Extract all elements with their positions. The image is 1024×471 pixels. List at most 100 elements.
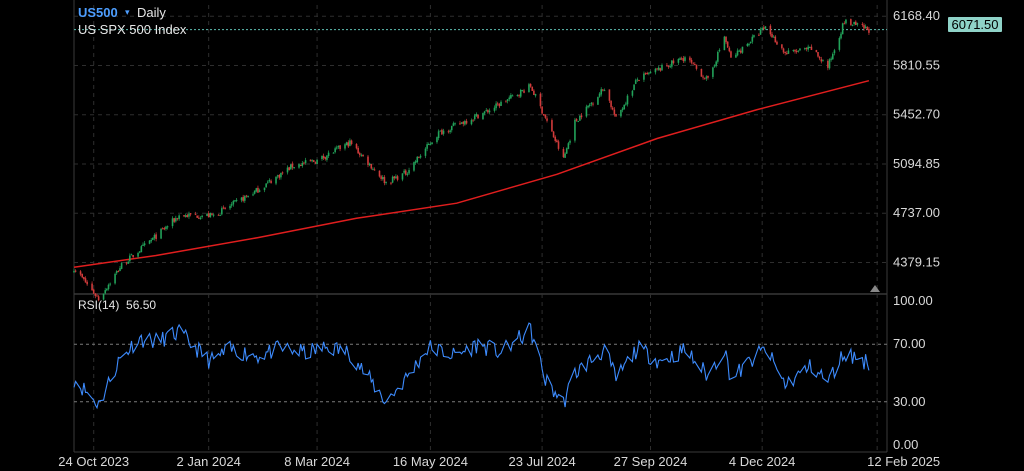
candle-body	[511, 95, 514, 97]
candle-body	[298, 164, 300, 168]
candle-body	[460, 122, 463, 124]
price-tick-label: 5810.55	[893, 57, 940, 72]
candle-body	[255, 188, 258, 192]
candle-body	[390, 182, 392, 184]
candle-body	[551, 120, 553, 132]
candle-body	[140, 246, 143, 253]
candle-body	[206, 213, 208, 216]
candle-body	[372, 168, 374, 170]
price-tick-label: 5452.70	[893, 107, 940, 122]
candle-body	[671, 60, 673, 67]
candle-body	[166, 226, 169, 228]
candle-body	[449, 130, 451, 132]
candle-body	[730, 51, 732, 58]
candle-body	[263, 187, 266, 191]
candle-body	[152, 237, 154, 240]
candle-body	[316, 159, 318, 165]
candle-body	[690, 59, 693, 63]
candle-body	[828, 59, 831, 69]
candle-body	[408, 170, 410, 174]
candle-body	[188, 213, 190, 217]
candle-body	[247, 195, 249, 197]
candle-body	[383, 176, 386, 184]
candle-body	[229, 206, 231, 209]
timeframe-label[interactable]: Daily	[137, 5, 166, 20]
candle-body	[165, 226, 167, 229]
candle-body	[843, 23, 846, 25]
candle-body	[189, 213, 192, 215]
candle-body	[427, 144, 430, 146]
candle-body	[804, 48, 806, 50]
candle-body	[360, 154, 363, 156]
candle-body	[178, 215, 180, 219]
candle-body	[830, 58, 832, 60]
candle-body	[155, 234, 157, 239]
candle-body	[694, 63, 696, 65]
candle-body	[680, 58, 683, 60]
candle-body	[447, 131, 450, 133]
candle-body	[104, 290, 107, 294]
candle-body	[700, 68, 703, 77]
candle-body	[679, 58, 681, 60]
candle-body	[646, 72, 649, 74]
candle-body	[611, 107, 614, 110]
rsi-tick-label: 70.00	[893, 336, 926, 351]
candle-body	[506, 99, 509, 102]
candle-body	[253, 190, 256, 194]
symbol-selector[interactable]: US500	[78, 5, 118, 20]
candle-body	[866, 27, 869, 30]
candle-body	[257, 187, 259, 193]
chevron-down-icon[interactable]: ▾	[125, 7, 130, 17]
candle-body	[311, 160, 313, 162]
candle-body	[735, 54, 737, 58]
candle-body	[661, 64, 663, 71]
candle-body	[322, 155, 325, 159]
candle-body	[864, 26, 867, 28]
candle-body	[854, 21, 857, 25]
candle-body	[267, 181, 269, 183]
candle-body	[344, 144, 346, 149]
candle-body	[575, 119, 578, 121]
candle-body	[585, 106, 588, 117]
candle-body	[672, 60, 675, 64]
candle-body	[138, 251, 141, 253]
candle-body	[818, 56, 821, 59]
candle-body	[439, 130, 442, 132]
candle-body	[222, 207, 225, 209]
candle-body	[657, 67, 660, 70]
candle-body	[521, 90, 524, 92]
candle-body	[303, 162, 305, 164]
rsi-line	[73, 322, 870, 410]
candle-body	[403, 170, 405, 173]
candle-body	[498, 103, 501, 107]
candle-body	[183, 215, 185, 217]
candle-body	[748, 43, 750, 45]
candle-body	[91, 283, 93, 291]
candle-body	[132, 255, 134, 258]
candle-body	[682, 58, 685, 62]
candle-body	[505, 101, 507, 103]
candle-body	[656, 68, 658, 70]
candle-body	[242, 196, 244, 201]
candle-body	[579, 115, 581, 121]
candle-body	[92, 289, 95, 294]
candle-body	[396, 176, 399, 180]
candle-body	[304, 160, 307, 163]
candle-body	[827, 61, 829, 68]
candle-body	[684, 57, 686, 61]
price-tick-label: 4379.15	[893, 254, 940, 269]
candle-body	[590, 102, 593, 105]
candle-body	[299, 164, 302, 166]
candle-body	[281, 172, 284, 174]
candle-body	[759, 29, 762, 35]
candle-body	[391, 176, 394, 183]
candle-body	[809, 47, 811, 49]
candle-body	[625, 103, 627, 105]
candle-body	[74, 270, 77, 272]
candle-body	[574, 119, 576, 141]
candle-body	[546, 118, 548, 121]
candle-body	[429, 144, 432, 146]
candle-body	[695, 64, 698, 69]
